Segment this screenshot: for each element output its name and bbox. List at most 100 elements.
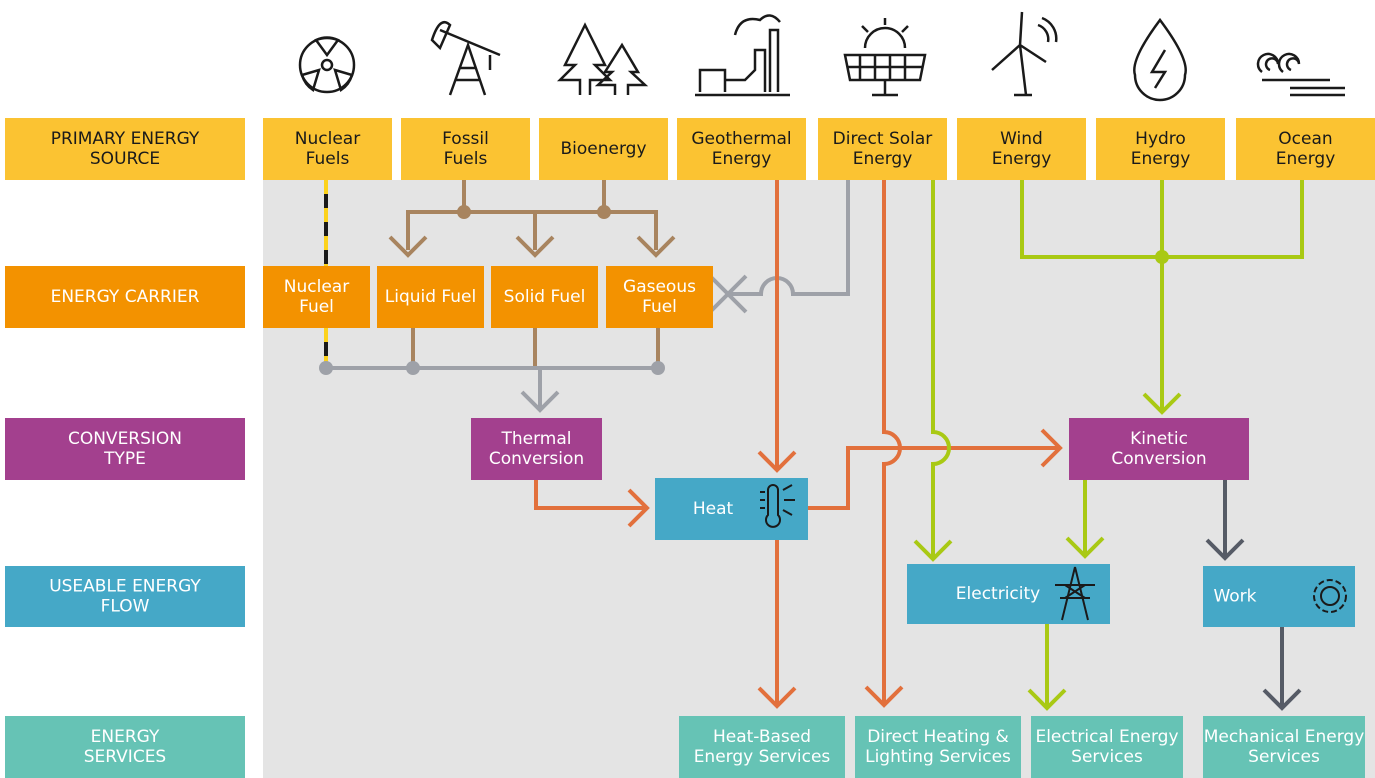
connector xyxy=(1040,428,1063,468)
row-label-label: PRIMARY ENERGY xyxy=(51,129,200,149)
conversion-label: Kinetic xyxy=(1130,429,1188,449)
source-box xyxy=(401,118,530,180)
junction xyxy=(597,205,611,219)
flow-box xyxy=(1203,566,1355,627)
connector xyxy=(406,180,658,250)
conversion-label: Conversion xyxy=(1111,449,1206,469)
junction xyxy=(406,361,420,375)
connector xyxy=(725,274,748,314)
source-label: Energy xyxy=(712,149,772,169)
flow-box xyxy=(655,478,808,540)
carrier-label: Liquid Fuel xyxy=(385,287,476,307)
service-box xyxy=(679,716,845,778)
carrier-box xyxy=(377,266,484,328)
service-label: Direct Heating & xyxy=(867,727,1009,747)
source-label: Fossil xyxy=(442,129,489,149)
row-label-label: ENERGY xyxy=(91,727,160,747)
junction xyxy=(651,361,665,375)
conversion-label: Conversion xyxy=(489,449,584,469)
connector xyxy=(326,366,658,408)
source-label: Fuels xyxy=(444,149,488,169)
row-label-box xyxy=(5,418,245,480)
connector xyxy=(1027,688,1067,711)
icons xyxy=(298,11,1345,102)
service-label: Energy Services xyxy=(694,747,831,767)
flow-label: Heat xyxy=(693,499,734,519)
row-label-label: ENERGY CARRIER xyxy=(51,287,200,307)
source-label: Ocean xyxy=(1278,129,1332,149)
carrier-box xyxy=(263,266,370,328)
source-box xyxy=(263,118,392,180)
service-label: Services xyxy=(1071,747,1143,767)
carrier-label: Fuel xyxy=(642,297,677,317)
connector xyxy=(864,685,904,708)
source-label: Fuels xyxy=(306,149,350,169)
connector xyxy=(808,446,1058,510)
conversion-box xyxy=(471,418,602,480)
carrier-box xyxy=(491,266,598,328)
conversion-box xyxy=(1069,418,1249,480)
connector xyxy=(534,480,645,510)
row-label-label: USEABLE ENERGY xyxy=(49,577,201,597)
service-box xyxy=(1031,716,1183,778)
row-label-box xyxy=(5,266,245,328)
carrier-box xyxy=(606,266,713,328)
flow-label: Electricity xyxy=(956,584,1040,604)
service-label: Electrical Energy xyxy=(1035,727,1178,747)
carrier-label: Solid Fuel xyxy=(504,287,586,307)
connector xyxy=(1065,536,1105,559)
row-label-box xyxy=(5,566,245,627)
service-label: Lighting Services xyxy=(865,747,1011,767)
connector xyxy=(913,539,953,562)
source-label: Geothermal xyxy=(691,129,791,149)
connector xyxy=(882,180,902,703)
connector xyxy=(1262,688,1302,711)
source-box xyxy=(677,118,806,180)
carrier-label: Gaseous xyxy=(623,277,696,297)
junction xyxy=(457,205,471,219)
junction xyxy=(1155,250,1169,264)
row-label-box xyxy=(5,716,245,778)
source-label: Hydro xyxy=(1135,129,1186,149)
connector xyxy=(1205,538,1245,561)
row-label-label: TYPE xyxy=(103,449,146,469)
connectors xyxy=(319,180,1304,711)
source-label: Energy xyxy=(1276,149,1336,169)
source-label: Wind xyxy=(1000,129,1043,149)
source-label: Energy xyxy=(992,149,1052,169)
row-label-label: FLOW xyxy=(101,597,150,617)
source-box xyxy=(957,118,1086,180)
conversion-label: Thermal xyxy=(500,429,571,449)
row-label-label: SERVICES xyxy=(84,747,166,767)
service-label: Heat-Based xyxy=(713,727,811,747)
junction xyxy=(319,361,333,375)
source-label: Nuclear xyxy=(295,129,360,149)
connector xyxy=(520,390,560,413)
connector xyxy=(388,235,428,258)
source-label: Direct Solar xyxy=(833,129,933,149)
service-label: Services xyxy=(1248,747,1320,767)
row-label-box xyxy=(5,118,245,180)
flow-label: Work xyxy=(1213,587,1256,607)
service-box xyxy=(855,716,1021,778)
carrier-label: Nuclear xyxy=(284,277,349,297)
carrier-label: Fuel xyxy=(299,297,334,317)
box-icons xyxy=(760,484,1347,621)
connector xyxy=(636,235,676,258)
connector xyxy=(1142,392,1182,415)
source-label: Bioenergy xyxy=(560,139,646,159)
row-label-label: SOURCE xyxy=(90,149,160,169)
source-label: Energy xyxy=(853,149,913,169)
connector xyxy=(627,488,650,528)
source-label: Energy xyxy=(1131,149,1191,169)
source-box xyxy=(539,118,668,180)
connector xyxy=(515,235,555,258)
source-box xyxy=(818,118,947,180)
source-box xyxy=(1236,118,1375,180)
source-box xyxy=(1096,118,1225,180)
service-box xyxy=(1203,716,1365,778)
connector xyxy=(931,180,951,557)
connector xyxy=(757,686,797,709)
